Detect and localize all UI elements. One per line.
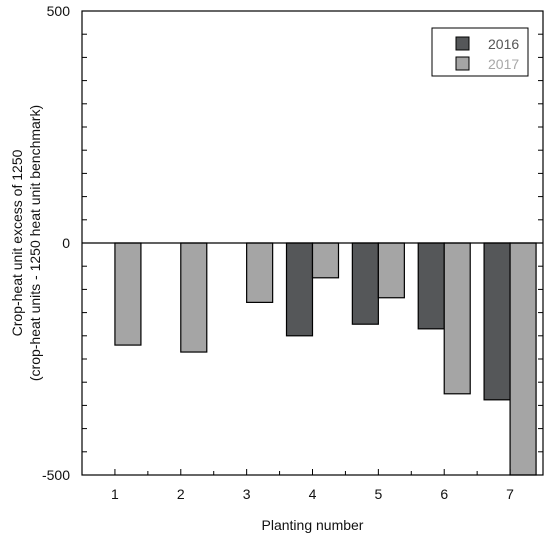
x-tick-label: 6 (440, 486, 448, 502)
bar-2016-7 (483, 242, 511, 401)
legend: 2016 2017 (431, 27, 529, 77)
legend-swatch-2016 (455, 36, 470, 51)
y-tick-label: -500 (42, 467, 70, 483)
bar-2016-6 (417, 242, 445, 330)
bar-2017-4 (311, 242, 340, 279)
y-axis-title-line2: (crop-heat units - 1250 heat unit benchm… (27, 105, 43, 381)
x-tick-label: 2 (177, 486, 185, 502)
x-tick-label: 4 (309, 486, 317, 502)
y-axis-title: Crop-heat unit excess of 1250 (crop-heat… (9, 105, 43, 381)
y-axis-title-line1: Crop-heat unit excess of 1250 (9, 149, 25, 336)
legend-label-2016: 2016 (488, 36, 519, 52)
y-tick-label: 0 (62, 235, 70, 251)
y-axis-ticks: 500 0 -500 (42, 3, 543, 483)
bar-2017-7 (509, 242, 537, 476)
legend-label-2017: 2017 (488, 56, 519, 72)
bars (82, 242, 543, 476)
x-tick-label: 1 (111, 486, 119, 502)
bar-2017-3 (246, 242, 274, 303)
bar-2016-5 (351, 242, 379, 325)
bar-2017-1 (114, 242, 142, 346)
bar-2016-4 (285, 242, 314, 337)
x-tick-label: 7 (506, 486, 514, 502)
bar-2017-2 (180, 242, 208, 353)
legend-box (431, 27, 529, 77)
y-tick-label: 500 (47, 3, 71, 19)
legend-swatch-2017 (455, 56, 470, 71)
bar-2017-5 (377, 242, 405, 299)
bar-2017-6 (443, 242, 471, 395)
x-axis-title: Planting number (262, 517, 364, 533)
x-tick-label: 5 (374, 486, 382, 502)
x-axis-ticks: 1 2 3 4 5 6 7 (111, 469, 514, 502)
x-tick-label: 3 (243, 486, 251, 502)
